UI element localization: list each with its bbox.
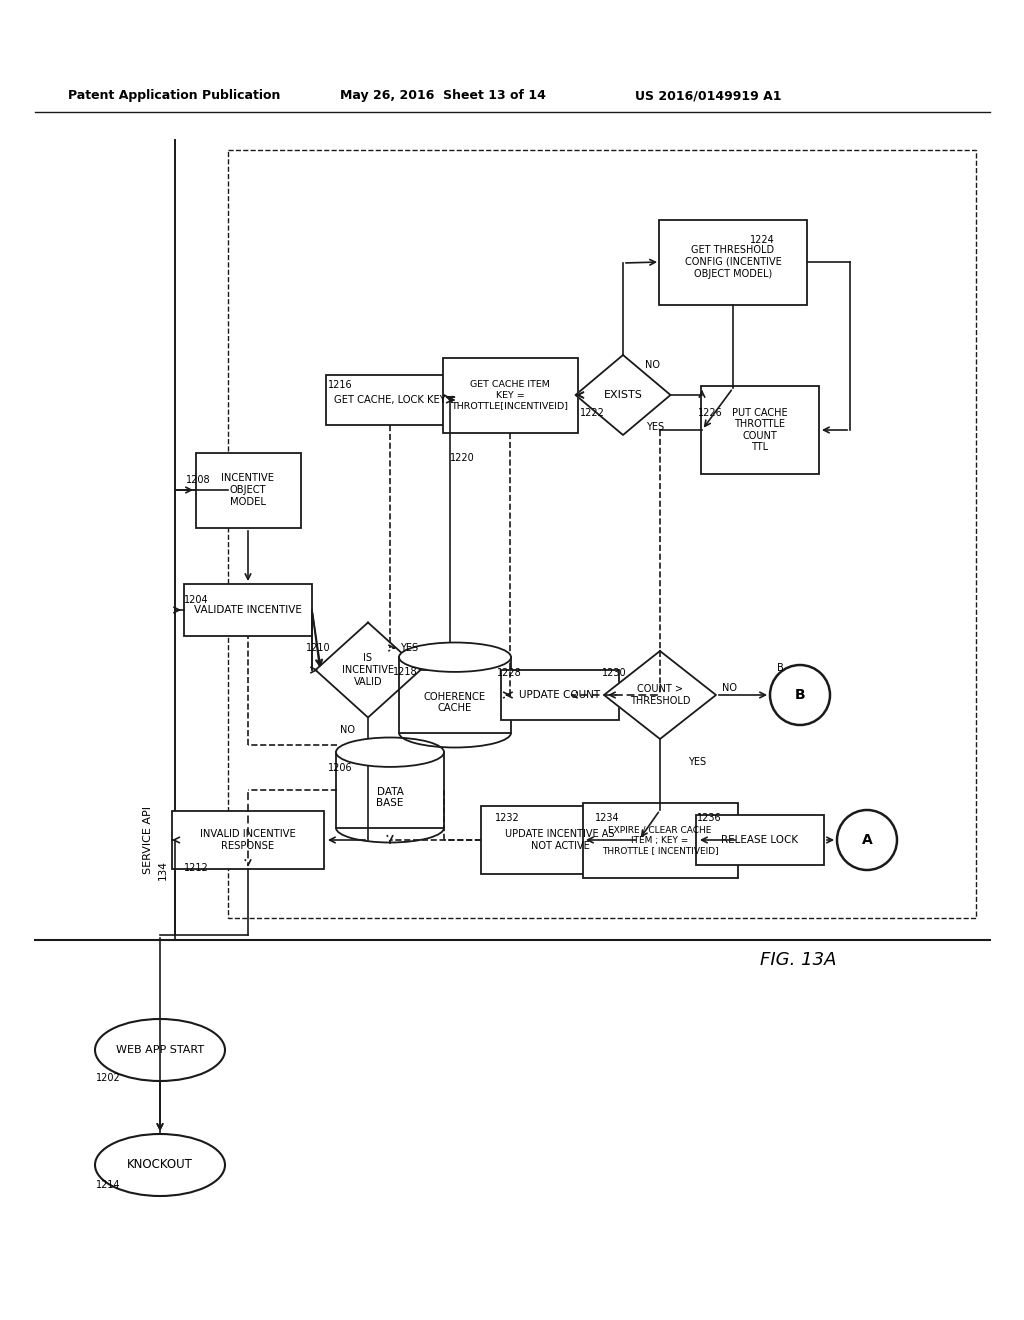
Text: NO: NO	[722, 682, 737, 693]
Text: 1230: 1230	[602, 668, 627, 678]
Text: 1206: 1206	[328, 763, 352, 774]
Text: EXPIRE / CLEAR CACHE
ITEM ; KEY =
THROTTLE [ INCENTIVEID]: EXPIRE / CLEAR CACHE ITEM ; KEY = THROTT…	[602, 825, 718, 855]
Text: UPDATE COUNT: UPDATE COUNT	[519, 690, 600, 700]
Ellipse shape	[336, 738, 444, 767]
Bar	[583, 803, 737, 878]
Ellipse shape	[399, 643, 511, 672]
Bar	[501, 671, 618, 719]
Text: YES: YES	[688, 756, 707, 767]
Text: US 2016/0149919 A1: US 2016/0149919 A1	[635, 90, 781, 103]
Polygon shape	[315, 623, 421, 718]
Text: 1228: 1228	[497, 668, 522, 678]
Bar	[336, 752, 444, 828]
Text: 1226: 1226	[698, 408, 723, 418]
Text: 1208: 1208	[186, 475, 211, 484]
Text: SERVICE API: SERVICE API	[143, 807, 153, 874]
Text: 1234: 1234	[595, 813, 620, 822]
Text: EXISTS: EXISTS	[603, 389, 642, 400]
Text: 1232: 1232	[495, 813, 520, 822]
Text: B: B	[777, 663, 783, 673]
Circle shape	[837, 810, 897, 870]
Text: COHERENCE
CACHE: COHERENCE CACHE	[424, 692, 486, 713]
Polygon shape	[575, 355, 671, 436]
Bar	[481, 807, 639, 874]
Text: 1220: 1220	[450, 453, 475, 463]
Text: RELEASE LOCK: RELEASE LOCK	[722, 836, 799, 845]
Text: 1222: 1222	[580, 408, 605, 418]
Bar	[326, 375, 454, 425]
Text: UPDATE INCENTIVE AS
NOT ACTIVE: UPDATE INCENTIVE AS NOT ACTIVE	[505, 829, 614, 851]
Text: 1236: 1236	[697, 813, 722, 822]
Text: YES: YES	[400, 643, 418, 653]
Text: NO: NO	[645, 360, 660, 370]
Bar	[659, 219, 807, 305]
Bar	[228, 150, 976, 917]
Text: Patent Application Publication: Patent Application Publication	[68, 90, 281, 103]
Text: COUNT >
THRESHOLD: COUNT > THRESHOLD	[630, 684, 690, 706]
Text: FIG. 13A: FIG. 13A	[760, 950, 837, 969]
Text: 1212: 1212	[184, 863, 209, 873]
Bar	[184, 583, 312, 636]
Text: VALIDATE INCENTIVE: VALIDATE INCENTIVE	[195, 605, 302, 615]
Text: A: A	[861, 833, 872, 847]
Text: B: B	[795, 688, 805, 702]
Text: 1216: 1216	[328, 380, 352, 389]
Text: 134: 134	[158, 861, 168, 880]
Text: 1224: 1224	[750, 235, 775, 246]
Polygon shape	[604, 651, 716, 739]
Text: DATA
BASE: DATA BASE	[376, 787, 403, 808]
Text: 1202: 1202	[96, 1073, 121, 1082]
Text: WEB APP START: WEB APP START	[116, 1045, 204, 1055]
Text: 1214: 1214	[96, 1180, 121, 1191]
Text: INVALID INCENTIVE
RESPONSE: INVALID INCENTIVE RESPONSE	[200, 829, 296, 851]
Text: YES: YES	[646, 422, 665, 432]
Text: GET THRESHOLD
CONFIG (INCENTIVE
OBJECT MODEL): GET THRESHOLD CONFIG (INCENTIVE OBJECT M…	[685, 246, 781, 279]
Text: IS
INCENTIVE
VALID: IS INCENTIVE VALID	[342, 653, 394, 686]
Text: KNOCKOUT: KNOCKOUT	[127, 1159, 193, 1172]
Bar	[399, 657, 511, 733]
Ellipse shape	[95, 1019, 225, 1081]
Bar	[337, 738, 443, 752]
Bar	[701, 385, 819, 474]
Text: GET CACHE, LOCK KEY: GET CACHE, LOCK KEY	[334, 395, 445, 405]
Text: 1204: 1204	[184, 595, 209, 605]
Text: May 26, 2016  Sheet 13 of 14: May 26, 2016 Sheet 13 of 14	[340, 90, 546, 103]
Ellipse shape	[95, 1134, 225, 1196]
Bar	[172, 810, 324, 869]
Text: INCENTIVE
OBJECT
MODEL: INCENTIVE OBJECT MODEL	[221, 474, 274, 507]
Text: 1218: 1218	[393, 667, 418, 677]
Bar	[196, 453, 300, 528]
Bar	[696, 814, 824, 865]
Circle shape	[770, 665, 830, 725]
Text: NO: NO	[340, 725, 355, 735]
Text: PUT CACHE
THROTTLE
COUNT
TTL: PUT CACHE THROTTLE COUNT TTL	[732, 408, 787, 453]
Bar	[399, 643, 510, 657]
Text: 1210: 1210	[306, 643, 331, 653]
Text: GET CACHE ITEM
KEY =
THROTTLE[INCENTIVEID]: GET CACHE ITEM KEY = THROTTLE[INCENTIVEI…	[452, 380, 568, 411]
Bar	[442, 358, 578, 433]
